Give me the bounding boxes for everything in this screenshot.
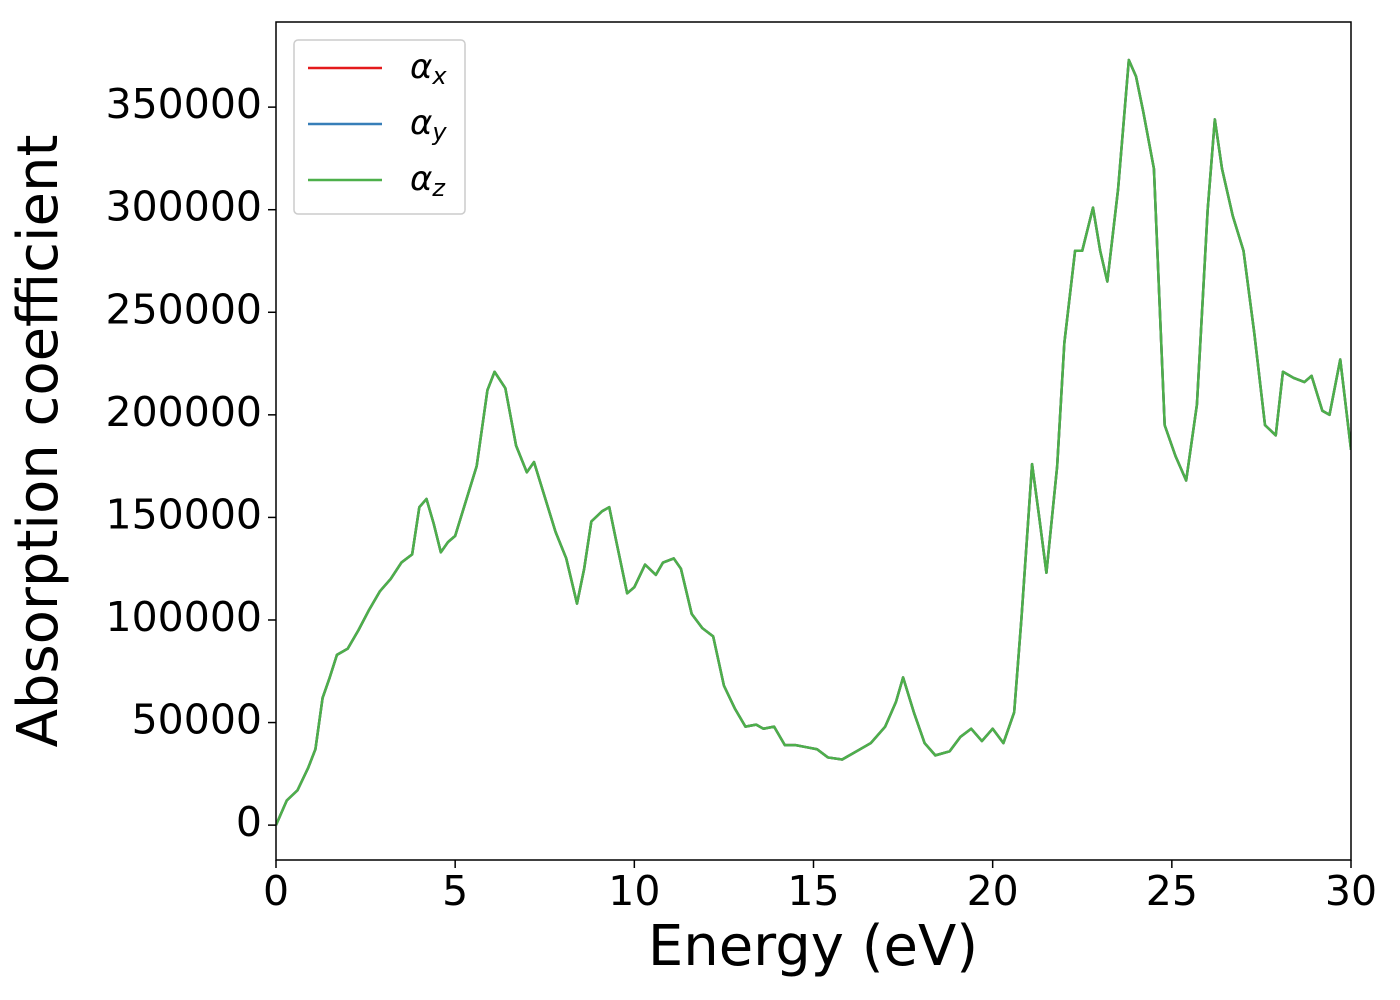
legend-label: αx [410, 47, 447, 91]
y-tick-label: 100000 [105, 593, 262, 641]
legend-box [293, 39, 466, 215]
y-tick-label: 0 [236, 798, 262, 846]
y-tick-label: 350000 [105, 80, 262, 128]
x-tick-label: 25 [1146, 867, 1198, 915]
x-tick-label: 15 [787, 867, 839, 915]
y-tick-label: 150000 [105, 490, 262, 538]
x-tick-label: 10 [608, 867, 660, 915]
x-tick-label: 30 [1325, 867, 1377, 915]
x-axis-label: Energy (eV) [648, 914, 978, 979]
y-tick-label: 250000 [105, 285, 262, 333]
x-tick-label: 5 [442, 867, 468, 915]
plot-frame [275, 21, 1352, 861]
y-tick-label: 200000 [105, 388, 262, 436]
x-tick-label: 0 [263, 867, 289, 915]
data-line [276, 58, 1351, 826]
legend-label: αy [410, 103, 447, 147]
legend-label: αz [410, 159, 446, 203]
y-tick-label: 50000 [132, 696, 262, 744]
y-tick-label: 300000 [105, 183, 262, 231]
y-axis-label: Absorption coefficient [6, 135, 71, 748]
x-tick-label: 20 [967, 867, 1019, 915]
